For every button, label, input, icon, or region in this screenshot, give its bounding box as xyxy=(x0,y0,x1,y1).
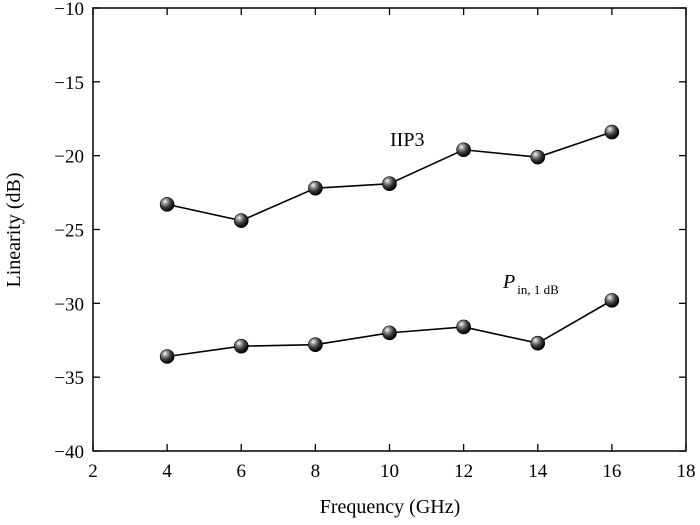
data-point xyxy=(604,293,620,308)
y-tick-label: −10 xyxy=(54,0,84,20)
x-tick-label: 18 xyxy=(677,461,696,482)
y-tick-label: −25 xyxy=(54,221,84,242)
series-markers xyxy=(159,124,620,364)
x-tick-label: 6 xyxy=(237,461,247,482)
data-point xyxy=(308,180,323,196)
axes: 2 4 6 8 10 12 14 16 18 −40 −35 −30 −25 −20 −15 −10 xyxy=(54,0,695,482)
series-label-pin-subscript: in, 1 dB xyxy=(517,282,559,297)
x-tick-label: 4 xyxy=(162,461,172,482)
data-point xyxy=(530,149,546,165)
x-tick-label: 10 xyxy=(380,461,399,482)
x-tick-label: 16 xyxy=(602,461,621,482)
y-tick-label: −40 xyxy=(54,442,84,463)
y-tick-label: −30 xyxy=(54,294,84,315)
data-point xyxy=(456,319,471,335)
data-point xyxy=(159,197,175,212)
data-point xyxy=(604,124,620,140)
series-label-pin-main: P xyxy=(502,271,515,293)
data-point xyxy=(159,349,175,364)
y-axis-title: Linearity (dB) xyxy=(3,173,25,288)
x-tick-label: 12 xyxy=(454,461,473,482)
x-tick-label: 8 xyxy=(311,461,321,482)
series-lines xyxy=(166,131,613,358)
data-point xyxy=(382,325,397,341)
plot-frame xyxy=(92,7,687,452)
data-point xyxy=(308,337,323,352)
data-point xyxy=(456,142,471,158)
x-tick-label: 2 xyxy=(88,461,98,482)
y-tick-label: −15 xyxy=(54,73,84,94)
series-label-iip3: IIP3 xyxy=(390,129,424,151)
data-point xyxy=(233,338,249,354)
data-point xyxy=(530,335,546,351)
data-point xyxy=(382,176,397,192)
x-axis-title: Frequency (GHz) xyxy=(320,496,461,518)
y-tick-label: −35 xyxy=(54,368,84,389)
y-tick-label: −20 xyxy=(54,147,84,168)
x-tick-label: 14 xyxy=(528,461,548,482)
data-point xyxy=(233,213,249,228)
series-labels: IIP3 P in, 1 dB xyxy=(390,129,559,297)
